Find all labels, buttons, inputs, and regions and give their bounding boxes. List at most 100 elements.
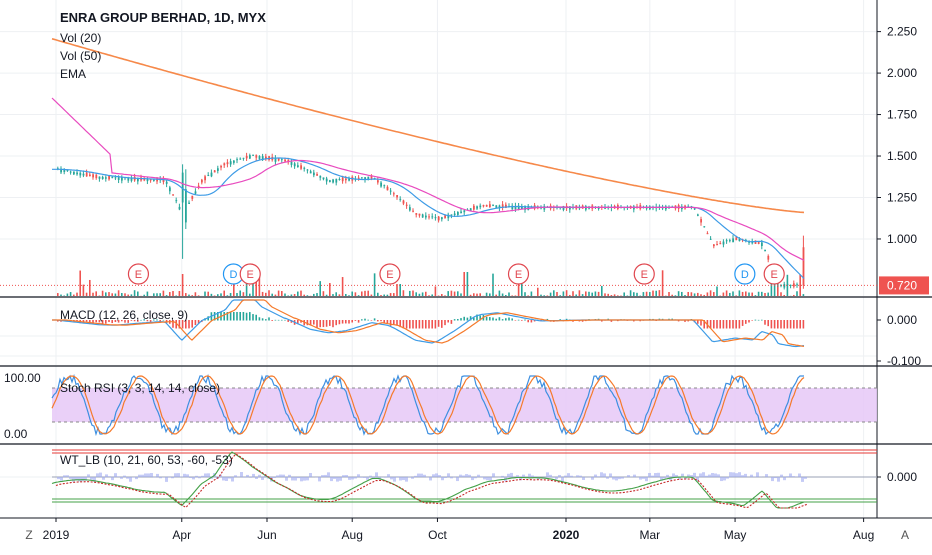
wt-diff-area — [258, 475, 261, 477]
time-axis-tick-label: 2019 — [43, 528, 70, 542]
wt-diff-area — [246, 475, 249, 477]
auto-scale-button[interactable]: A — [894, 524, 916, 546]
wt-diff-area — [303, 477, 306, 481]
wt-diff-area — [339, 477, 342, 481]
macd-histogram-bar — [758, 320, 760, 321]
timezone-button[interactable]: Z — [18, 524, 40, 546]
macd-histogram-bar — [755, 320, 757, 321]
candle-body — [79, 173, 81, 176]
candle-body — [793, 283, 795, 286]
candle-body — [438, 217, 440, 221]
macd-histogram-bar — [406, 320, 408, 329]
volume-bar — [755, 295, 757, 296]
volume-bar — [716, 287, 718, 296]
price-axis-tick-label: 1.750 — [887, 108, 917, 122]
volume-bar — [278, 291, 280, 296]
legend-entry: Vol (20) — [60, 31, 101, 45]
volume-bar — [380, 295, 382, 296]
macd-histogram-bar — [252, 314, 254, 320]
macd-histogram-bar — [771, 320, 773, 328]
volume-bar — [447, 291, 449, 296]
wt-diff-area — [435, 473, 438, 477]
volume-bar — [313, 294, 315, 296]
macd-histogram-bar — [787, 320, 789, 329]
candle-body — [230, 161, 232, 164]
candle-body — [803, 247, 805, 285]
candle-body — [348, 179, 350, 181]
volume-bar — [355, 292, 357, 296]
wt-diff-area — [483, 477, 486, 479]
volume-bar — [556, 292, 558, 296]
macd-histogram-bar — [374, 318, 376, 320]
volume-bar — [793, 295, 795, 296]
macd-histogram-bar — [367, 320, 369, 321]
volume-bar — [287, 295, 289, 296]
volume-bar — [441, 294, 443, 296]
volume-bar — [153, 293, 155, 296]
volume-bar — [361, 291, 363, 296]
wt-diff-area — [192, 477, 195, 479]
volume-bar — [297, 292, 299, 296]
wt-diff-area — [207, 473, 210, 477]
volume-bar — [163, 291, 165, 296]
volume-bar — [303, 295, 305, 296]
wt-diff-area — [348, 477, 351, 480]
price-axis-tick-label: 2.250 — [887, 25, 917, 39]
wt-diff-area — [501, 476, 504, 477]
wt-diff-area — [81, 477, 84, 481]
volume-bar — [348, 295, 350, 296]
candle-body — [150, 179, 152, 180]
macd-histogram-bar — [319, 320, 321, 327]
wt-diff-area — [240, 472, 243, 477]
wt-diff-area — [174, 473, 177, 477]
macd-histogram-bar — [505, 318, 507, 320]
volume-bar — [649, 292, 651, 296]
volume-bar — [291, 294, 293, 296]
volume-bar — [435, 286, 437, 296]
wt-diff-area — [366, 477, 369, 480]
volume-bar — [60, 295, 62, 296]
volume-bar — [371, 295, 373, 296]
wt-diff-area — [600, 472, 603, 477]
candle-body — [719, 243, 721, 244]
volume-bar — [159, 293, 161, 296]
volume-bar — [633, 292, 635, 296]
candle-body — [409, 207, 411, 210]
macd-histogram-bar — [223, 312, 225, 321]
wt-diff-area — [456, 477, 459, 481]
candle-body — [249, 155, 251, 158]
macd-histogram-bar — [358, 320, 360, 323]
macd-histogram-bar — [796, 320, 798, 329]
wt-diff-area — [444, 477, 447, 478]
macd-histogram-bar — [275, 320, 277, 321]
volume-bar — [111, 293, 113, 296]
wt-diff-area — [396, 476, 399, 477]
candle-body — [796, 284, 798, 285]
candle-body — [239, 159, 241, 160]
macd-histogram-bar — [803, 320, 805, 329]
wt-diff-area — [510, 473, 513, 477]
macd-histogram-bar — [489, 317, 491, 320]
macd-histogram-bar — [438, 320, 440, 327]
candle-body — [716, 244, 718, 245]
wt-diff-area — [429, 477, 432, 480]
wt-diff-area — [450, 477, 453, 478]
wt-diff-area — [168, 476, 171, 477]
wt-diff-area — [318, 477, 321, 481]
macd-axis-tick-label: -0.100 — [887, 354, 921, 368]
wt-diff-area — [411, 477, 414, 479]
candle-body — [422, 214, 424, 217]
wt-diff-area — [471, 477, 474, 480]
macd-histogram-bar — [783, 320, 785, 329]
macd-histogram-bar — [790, 320, 792, 329]
macd-histogram-bar — [531, 320, 533, 322]
wt-title: WT_LB (10, 21, 60, 53, -60, -53) — [60, 453, 233, 467]
volume-bar — [537, 288, 539, 296]
macd-histogram-bar — [239, 312, 241, 321]
wt-diff-area — [732, 472, 735, 477]
candle-body — [697, 214, 699, 215]
macd-histogram-bar — [268, 317, 270, 320]
candle-body — [406, 205, 408, 206]
